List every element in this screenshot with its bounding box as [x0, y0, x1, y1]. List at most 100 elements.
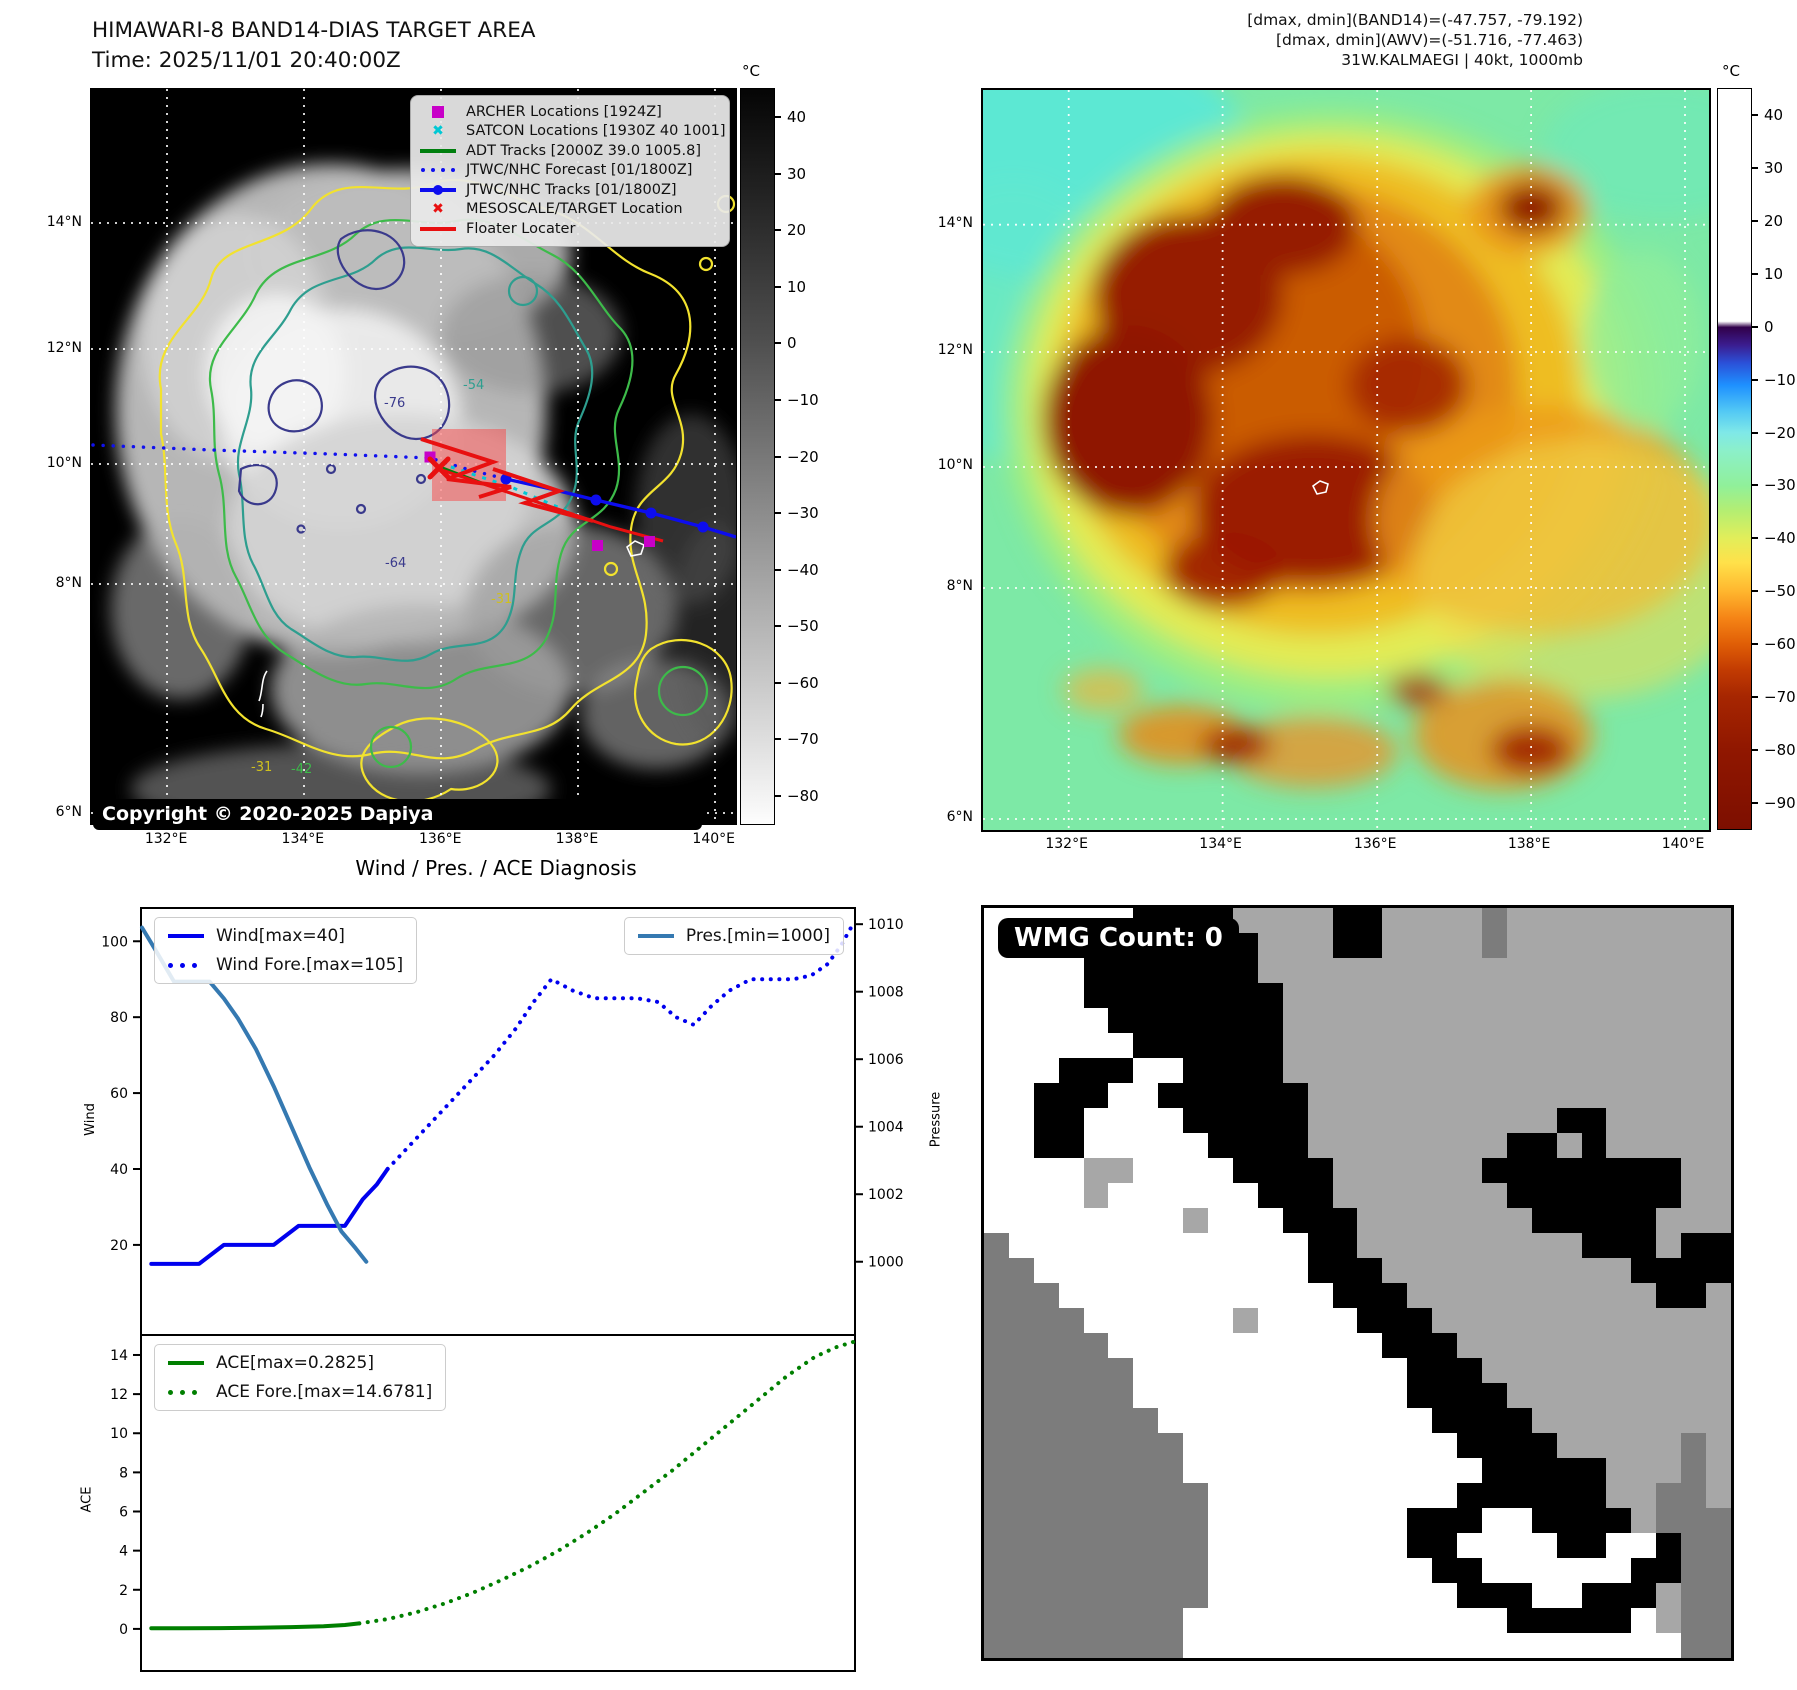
- chart-legend-entry: Wind[max=40]: [168, 926, 403, 946]
- wmg-pixel-grid: [984, 908, 1731, 1658]
- colorbar-tick: [774, 512, 781, 515]
- legend-label: ADT Tracks [2000Z 39.0 1005.8]: [466, 142, 702, 159]
- colorbar-tick: [1751, 167, 1758, 170]
- legend-item: ADT Tracks [2000Z 39.0 1005.8]: [419, 141, 721, 161]
- x-icon: ✖: [432, 201, 444, 218]
- colorbar-tick: [774, 625, 781, 628]
- line-dot-icon: [419, 184, 457, 195]
- lon-tick-label: 140°E: [1661, 836, 1705, 852]
- line-icon: [419, 148, 457, 153]
- awv-colorbar: 40 30 20 10 0 −10 −20 −30 −40 −50 −60 −70 −80 −90: [1717, 88, 1796, 830]
- contour-label: -64: [385, 556, 406, 571]
- legend-label: Floater Locater: [466, 220, 576, 237]
- svg-text:1002: 1002: [868, 1187, 904, 1203]
- chart-legend-entry: Wind Fore.[max=105]: [168, 955, 403, 975]
- series-dotted: [385, 920, 856, 1171]
- legend-label: SATCON Locations [1930Z 40 1001]: [466, 123, 726, 140]
- svg-text:4: 4: [119, 1544, 128, 1560]
- chart-legend-label: ACE[max=0.2825]: [216, 1353, 374, 1373]
- colorbar-tick-label: 20: [1764, 212, 1784, 231]
- lon-tick-label: 138°E: [1507, 836, 1551, 852]
- colorbar-tick-label: −80: [1764, 740, 1796, 759]
- awv-storm: [983, 90, 1709, 790]
- colorbar-tick-label: 40: [787, 108, 807, 127]
- lon-tick-label: 140°E: [692, 831, 735, 847]
- lon-tick-label: 134°E: [281, 831, 325, 847]
- line-icon: [419, 226, 457, 231]
- map-gridlines: [983, 90, 1709, 830]
- ace-chart: 0 2 4 6 8 10 12 14 ACE[max=0.2825] ACE Fore.[max=…: [110, 1334, 856, 1672]
- lat-tick-label: 6°N: [55, 803, 82, 820]
- lat-tick-label: 10°N: [937, 457, 973, 474]
- series-solid: [149, 1167, 390, 1266]
- legend-item: JTWC/NHC Tracks [01/1800Z]: [419, 180, 721, 200]
- colorbar-tick-label: −40: [1764, 529, 1796, 548]
- contour-label: -42: [291, 762, 312, 777]
- storm-info: [dmax, dmin](BAND14)=(-47.757, -79.192) …: [1247, 10, 1583, 70]
- x-icon: ✖: [419, 201, 457, 218]
- wind-pressure-chart: 20 40 60 80 100 1000 1002 1004 1006 1008 1010 Wind[…: [101, 907, 904, 1338]
- lat-tick-label: 10°N: [46, 454, 82, 471]
- chart-legend: ACE[max=0.2825] ACE Fore.[max=14.6781]: [154, 1344, 447, 1411]
- contour-label: -54: [463, 378, 484, 393]
- lat-tick-label: 12°N: [937, 341, 973, 358]
- awv-satellite-map: [981, 88, 1711, 832]
- colorbar-tick-label: −70: [787, 730, 819, 749]
- colorbar-tick-label: −40: [787, 560, 819, 579]
- line-icon: [168, 1360, 204, 1366]
- ace-plot: 0 2 4 6 8 10 12 14: [110, 1339, 856, 1638]
- colorbar-tick-label: −10: [787, 390, 819, 409]
- colorbar-tick-label: 30: [1764, 159, 1784, 178]
- colorbar-tick-label: −90: [1764, 793, 1796, 812]
- figure-title: HIMAWARI-8 BAND14-DIAS TARGET AREA Time:…: [92, 16, 536, 76]
- colorbar-tick: [774, 229, 781, 232]
- svg-text:1010: 1010: [868, 917, 904, 933]
- svg-text:8: 8: [119, 1465, 128, 1481]
- legend-label: JTWC/NHC Tracks [01/1800Z]: [466, 181, 677, 198]
- colorbar-tick: [774, 738, 781, 741]
- x-icon: ✖: [432, 123, 444, 140]
- x-icon: ✖: [419, 123, 457, 140]
- svg-text:1004: 1004: [868, 1120, 904, 1136]
- colorbar-tick: [1751, 273, 1758, 275]
- square-icon: [432, 105, 444, 118]
- dmax-awv: [dmax, dmin](AWV)=(-51.716, -77.463): [1276, 31, 1583, 49]
- title-line2: Time: 2025/11/01 20:40:00Z: [92, 48, 401, 73]
- band14-satellite-map: -76 -54 -64 -31 -31 -42 ARCHER Locations [192…: [90, 88, 737, 830]
- colorbar-tick-label: −10: [1764, 370, 1796, 389]
- chart-legend: Pres.[min=1000]: [623, 917, 844, 955]
- ace-axis-label: ACE: [79, 1486, 95, 1513]
- colorbar-tick-label: 30: [787, 164, 807, 183]
- colorbar-tick-label: −80: [787, 786, 819, 805]
- lon-tick-label: 136°E: [418, 831, 462, 847]
- dotted-line-icon: [168, 962, 204, 968]
- lon-tick-label: 132°E: [144, 831, 188, 847]
- colorbar-tick: [774, 398, 781, 401]
- colorbar-tick: [1751, 748, 1758, 751]
- lat-tick-label: 8°N: [946, 578, 973, 595]
- band14-colorbar: 40 30 20 10 0 −10 −20 −30 −40 −50 −60 −70 −80: [740, 88, 819, 825]
- svg-text:1008: 1008: [868, 985, 904, 1001]
- svg-text:10: 10: [110, 1426, 128, 1442]
- line-icon: [168, 933, 204, 939]
- band14-colorbar-unit: °C: [742, 62, 760, 80]
- coastline: [1311, 480, 1329, 495]
- series-solid: [149, 1621, 362, 1631]
- wmg-panel: WMG Count: 0: [981, 905, 1734, 1661]
- colorbar-tick: [774, 116, 781, 119]
- dotted-icon: [419, 168, 457, 173]
- line-icon: [420, 148, 456, 153]
- lat-tick-label: 12°N: [46, 340, 82, 357]
- colorbar-tick-label: −50: [787, 617, 819, 636]
- wind-axis-label: Wind: [82, 1103, 98, 1136]
- chart-legend-label: Wind Fore.[max=105]: [216, 955, 404, 975]
- line-icon: [637, 933, 674, 939]
- contour-label: -31: [491, 592, 512, 607]
- dotted-line-icon: [168, 1389, 204, 1395]
- legend-item: ✖ SATCON Locations [1930Z 40 1001]: [419, 122, 725, 142]
- colorbar-tick-label: 0: [1764, 317, 1774, 336]
- colorbar-tick: [1751, 431, 1758, 434]
- awv-colorbar-unit: °C: [1722, 62, 1740, 80]
- wmg-count-badge: WMG Count: 0: [998, 918, 1239, 958]
- colorbar-tick-label: 10: [787, 277, 807, 296]
